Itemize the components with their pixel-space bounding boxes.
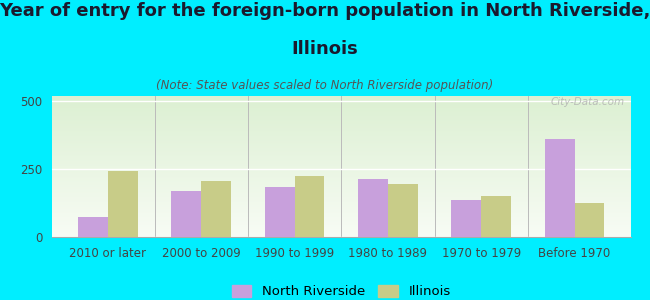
Bar	[294, 176, 324, 237]
Bar	[388, 184, 418, 237]
Text: Year of entry for the foreign-born population in North Riverside,: Year of entry for the foreign-born popul…	[0, 2, 650, 20]
Bar	[202, 182, 231, 237]
Bar	[265, 187, 294, 237]
Bar	[172, 191, 202, 237]
Text: City-Data.com: City-Data.com	[551, 98, 625, 107]
Bar	[451, 200, 481, 237]
Bar	[78, 217, 108, 237]
Legend: North Riverside, Illinois: North Riverside, Illinois	[226, 280, 456, 300]
Bar	[575, 203, 604, 237]
Bar	[108, 171, 138, 237]
Text: (Note: State values scaled to North Riverside population): (Note: State values scaled to North Rive…	[157, 80, 493, 92]
Bar	[545, 140, 575, 237]
Text: Illinois: Illinois	[292, 40, 358, 58]
Bar	[481, 196, 511, 237]
Bar	[358, 179, 388, 237]
